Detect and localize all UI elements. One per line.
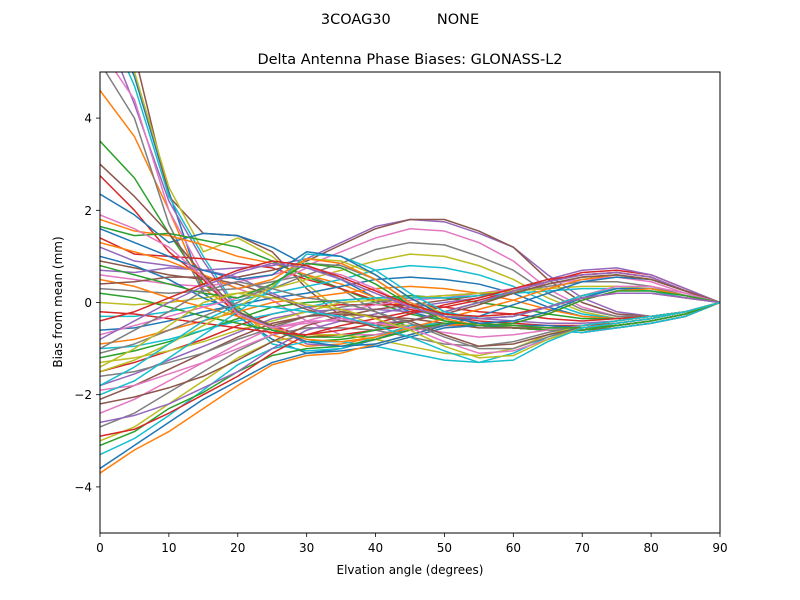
y-tick-label: 0 bbox=[84, 296, 92, 310]
y-tick-label: −4 bbox=[74, 480, 92, 494]
y-axis: −4 −2 0 2 4 bbox=[74, 112, 100, 494]
x-axis-label: Elvation angle (degrees) bbox=[337, 563, 484, 577]
series-layer bbox=[100, 72, 720, 474]
x-tick-label: 50 bbox=[437, 541, 452, 555]
chart-title: Delta Antenna Phase Biases: GLONASS-L2 bbox=[257, 52, 562, 68]
x-tick-label: 0 bbox=[96, 541, 104, 555]
series-line-s34 bbox=[100, 269, 720, 437]
y-tick-label: 2 bbox=[84, 204, 92, 218]
x-tick-label: 30 bbox=[299, 541, 314, 555]
series-line-s02 bbox=[100, 89, 720, 348]
x-tick-label: 10 bbox=[161, 541, 176, 555]
y-tick-label: 4 bbox=[84, 112, 92, 126]
series-line-s30 bbox=[100, 301, 720, 456]
series-line-s60 bbox=[100, 301, 720, 387]
series-line-s51 bbox=[100, 228, 720, 324]
x-tick-label: 60 bbox=[506, 541, 521, 555]
figure-suptitle: 3COAG30 NONE bbox=[321, 12, 479, 28]
series-line-s10 bbox=[127, 72, 720, 352]
y-tick-label: −2 bbox=[74, 388, 92, 402]
x-tick-label: 20 bbox=[230, 541, 245, 555]
y-axis-label: Bias from mean (mm) bbox=[51, 236, 65, 367]
series-line-s41 bbox=[100, 255, 720, 348]
x-tick-label: 70 bbox=[575, 541, 590, 555]
x-tick-label: 90 bbox=[712, 541, 727, 555]
series-line-s55 bbox=[100, 262, 720, 341]
x-tick-label: 40 bbox=[368, 541, 383, 555]
series-line-s16 bbox=[100, 218, 720, 318]
x-axis: 0 10 20 30 40 50 60 70 80 90 bbox=[96, 533, 728, 555]
x-tick-label: 80 bbox=[643, 541, 658, 555]
